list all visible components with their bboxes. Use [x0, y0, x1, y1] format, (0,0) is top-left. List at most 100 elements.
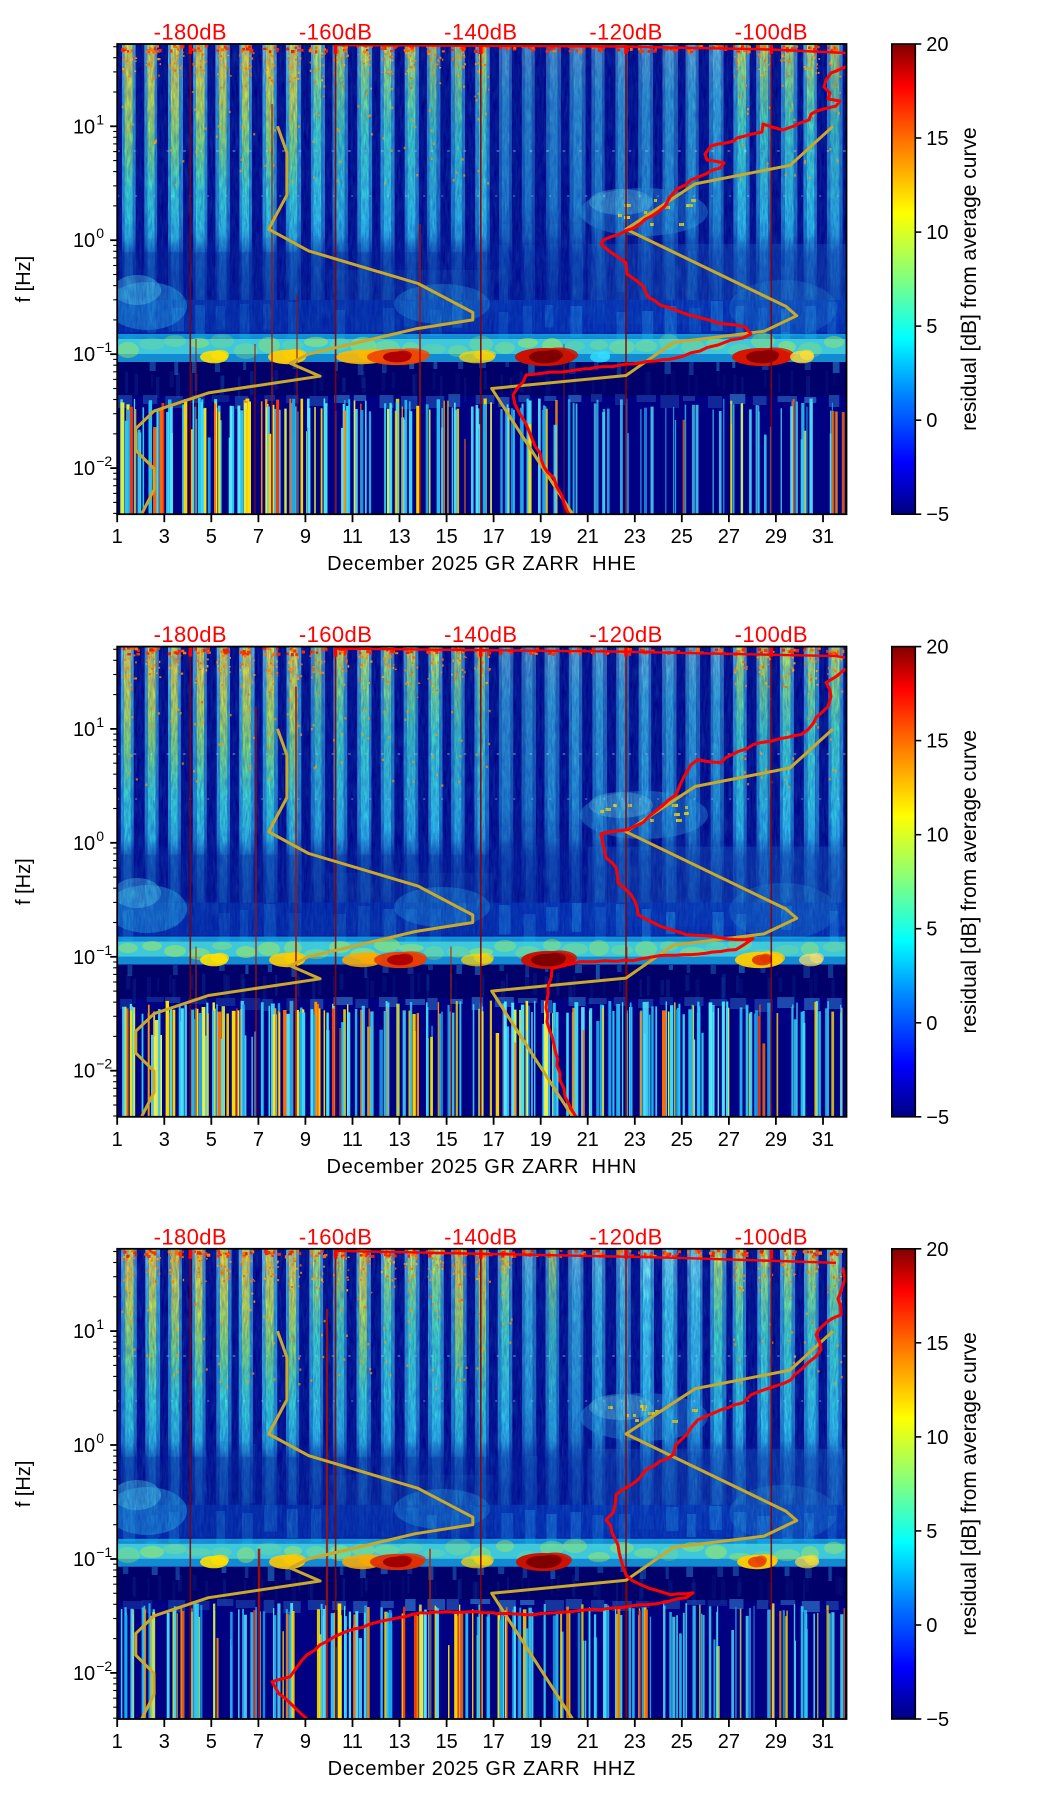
- svg-text:5: 5: [926, 1521, 937, 1543]
- svg-text:December 2025 GR ZARR HHZ: December 2025 GR ZARR HHZ: [328, 1758, 636, 1780]
- svg-text:−2: −2: [96, 1658, 112, 1674]
- svg-text:0: 0: [926, 1615, 937, 1637]
- svg-text:1: 1: [96, 1316, 104, 1332]
- svg-text:−1: −1: [96, 942, 112, 958]
- svg-text:15: 15: [926, 731, 948, 753]
- svg-text:20: 20: [926, 1239, 948, 1261]
- svg-text:5: 5: [926, 919, 937, 941]
- svg-text:-100dB: -100dB: [735, 1224, 808, 1249]
- svg-text:residual [dB] from average cur: residual [dB] from average curve: [958, 127, 981, 430]
- svg-text:-100dB: -100dB: [735, 622, 808, 647]
- svg-text:1: 1: [112, 1731, 123, 1753]
- svg-text:31: 31: [812, 526, 834, 548]
- svg-text:residual [dB] from average cur: residual [dB] from average curve: [958, 1332, 981, 1635]
- svg-text:10: 10: [73, 833, 95, 855]
- svg-text:December 2025 GR ZARR HHE: December 2025 GR ZARR HHE: [327, 553, 636, 575]
- svg-text:7: 7: [253, 1731, 264, 1753]
- svg-text:29: 29: [765, 526, 787, 548]
- svg-text:13: 13: [388, 1129, 410, 1151]
- svg-text:-160dB: -160dB: [299, 622, 372, 647]
- svg-text:3: 3: [159, 1129, 170, 1151]
- svg-text:-100dB: -100dB: [735, 20, 808, 45]
- svg-text:13: 13: [388, 1731, 410, 1753]
- svg-text:17: 17: [482, 1731, 504, 1753]
- svg-text:10: 10: [73, 719, 95, 741]
- svg-text:15: 15: [435, 526, 457, 548]
- svg-text:−2: −2: [96, 453, 112, 469]
- svg-text:21: 21: [577, 1129, 599, 1151]
- svg-text:27: 27: [718, 1731, 740, 1753]
- svg-text:10: 10: [73, 1321, 95, 1343]
- svg-text:10: 10: [926, 222, 948, 244]
- svg-text:-180dB: -180dB: [154, 20, 227, 45]
- svg-text:29: 29: [765, 1129, 787, 1151]
- svg-text:23: 23: [624, 1731, 646, 1753]
- svg-text:10: 10: [926, 1427, 948, 1449]
- svg-text:0: 0: [926, 410, 937, 432]
- svg-text:10: 10: [73, 1435, 95, 1457]
- svg-text:7: 7: [253, 1129, 264, 1151]
- svg-text:residual [dB] from average cur: residual [dB] from average curve: [958, 730, 981, 1033]
- svg-text:-180dB: -180dB: [154, 622, 227, 647]
- svg-text:10: 10: [73, 947, 95, 969]
- svg-text:25: 25: [671, 1731, 693, 1753]
- svg-text:25: 25: [671, 526, 693, 548]
- svg-text:23: 23: [624, 526, 646, 548]
- svg-text:0: 0: [96, 828, 104, 844]
- svg-text:10: 10: [73, 230, 95, 252]
- svg-text:−1: −1: [96, 339, 112, 355]
- svg-text:3: 3: [159, 1731, 170, 1753]
- svg-text:7: 7: [253, 526, 264, 548]
- svg-text:f [Hz]: f [Hz]: [13, 256, 35, 303]
- svg-text:10: 10: [73, 458, 95, 480]
- svg-text:December 2025 GR ZARR HHN: December 2025 GR ZARR HHN: [327, 1156, 638, 1178]
- svg-text:-180dB: -180dB: [154, 1224, 227, 1249]
- svg-text:10: 10: [73, 1663, 95, 1685]
- svg-text:21: 21: [577, 526, 599, 548]
- svg-text:10: 10: [73, 344, 95, 366]
- svg-text:10: 10: [73, 1549, 95, 1571]
- svg-text:0: 0: [926, 1013, 937, 1035]
- svg-text:-120dB: -120dB: [589, 1224, 662, 1249]
- svg-text:1: 1: [112, 526, 123, 548]
- svg-text:19: 19: [530, 1129, 552, 1151]
- svg-text:5: 5: [926, 316, 937, 338]
- svg-text:19: 19: [530, 1731, 552, 1753]
- svg-text:−5: −5: [926, 1107, 949, 1129]
- svg-text:29: 29: [765, 1731, 787, 1753]
- svg-text:17: 17: [482, 526, 504, 548]
- svg-text:10: 10: [73, 116, 95, 138]
- svg-text:−2: −2: [96, 1056, 112, 1072]
- svg-text:25: 25: [671, 1129, 693, 1151]
- svg-text:31: 31: [812, 1731, 834, 1753]
- svg-text:-140dB: -140dB: [444, 20, 517, 45]
- svg-text:15: 15: [435, 1129, 457, 1151]
- svg-text:21: 21: [577, 1731, 599, 1753]
- svg-text:9: 9: [300, 1129, 311, 1151]
- svg-text:9: 9: [300, 1731, 311, 1753]
- svg-text:0: 0: [96, 1430, 104, 1446]
- svg-text:20: 20: [926, 34, 948, 56]
- svg-text:11: 11: [342, 526, 363, 548]
- svg-text:−5: −5: [926, 1709, 949, 1731]
- svg-text:-140dB: -140dB: [444, 622, 517, 647]
- svg-text:11: 11: [342, 1731, 363, 1753]
- svg-text:27: 27: [718, 1129, 740, 1151]
- svg-text:1: 1: [96, 714, 104, 730]
- svg-text:5: 5: [206, 1731, 217, 1753]
- svg-text:23: 23: [624, 1129, 646, 1151]
- svg-text:5: 5: [206, 1129, 217, 1151]
- svg-text:f [Hz]: f [Hz]: [13, 858, 35, 905]
- svg-text:−1: −1: [96, 1544, 112, 1560]
- svg-text:-160dB: -160dB: [299, 1224, 372, 1249]
- svg-text:−5: −5: [926, 504, 949, 526]
- svg-text:11: 11: [342, 1129, 363, 1151]
- svg-text:15: 15: [926, 1333, 948, 1355]
- svg-text:0: 0: [96, 225, 104, 241]
- svg-text:3: 3: [159, 526, 170, 548]
- svg-text:9: 9: [300, 526, 311, 548]
- svg-text:-120dB: -120dB: [589, 20, 662, 45]
- svg-text:15: 15: [926, 128, 948, 150]
- svg-text:19: 19: [530, 526, 552, 548]
- svg-text:31: 31: [812, 1129, 834, 1151]
